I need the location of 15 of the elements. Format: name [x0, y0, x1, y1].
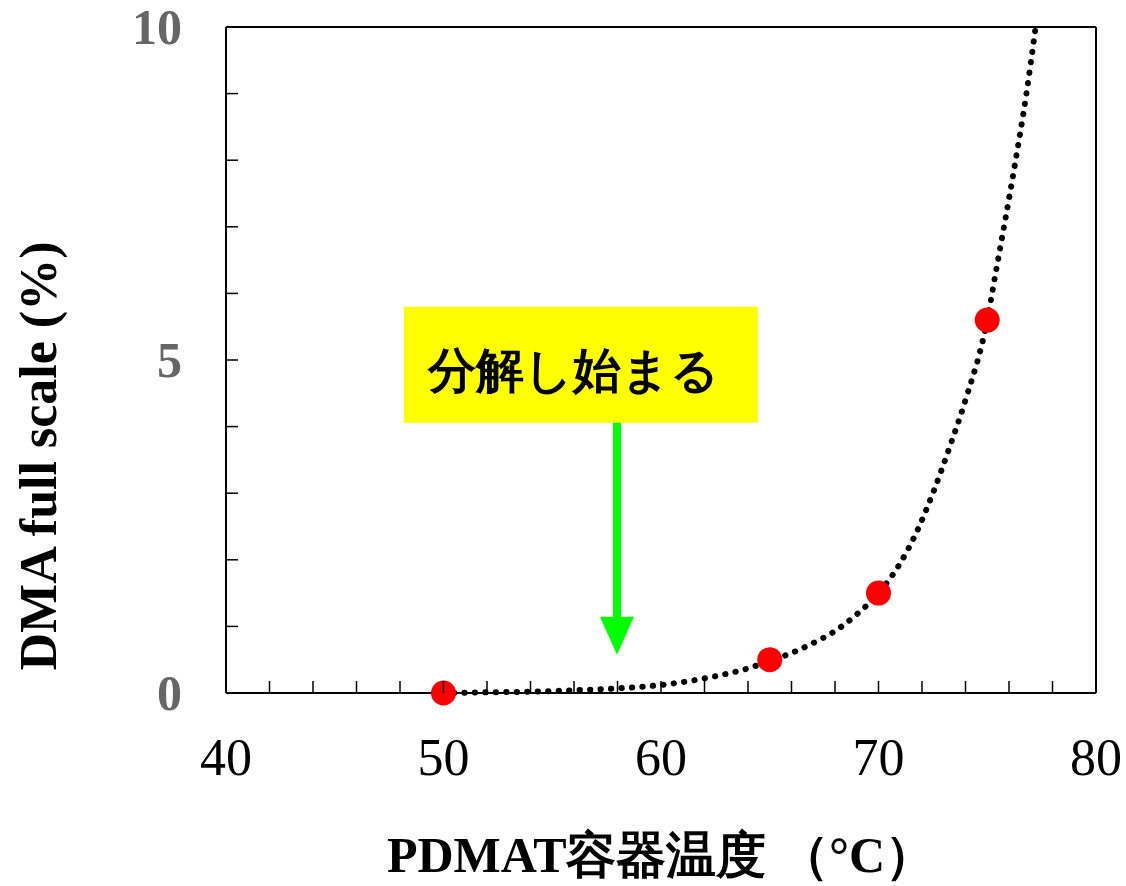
x-tick-label: 80: [1070, 729, 1122, 786]
y-tick-label: 5: [157, 332, 182, 388]
point: [866, 580, 891, 606]
x-tick-label: 60: [635, 729, 687, 786]
x-axis-title: PDMAT容器温度 （°C）: [386, 827, 936, 883]
y-tick-label: 0: [157, 665, 182, 721]
point: [974, 307, 1000, 333]
x-tick-label: 70: [852, 729, 905, 786]
y-axis-title: DMA full scale (%): [10, 241, 68, 671]
x-tick-label: 40: [200, 729, 252, 786]
point: [757, 647, 783, 673]
y-tick-label: 10: [132, 0, 182, 55]
point: [431, 680, 456, 706]
annotation: 分解し始まる: [427, 343, 719, 397]
x-tick-label: 50: [417, 729, 470, 786]
